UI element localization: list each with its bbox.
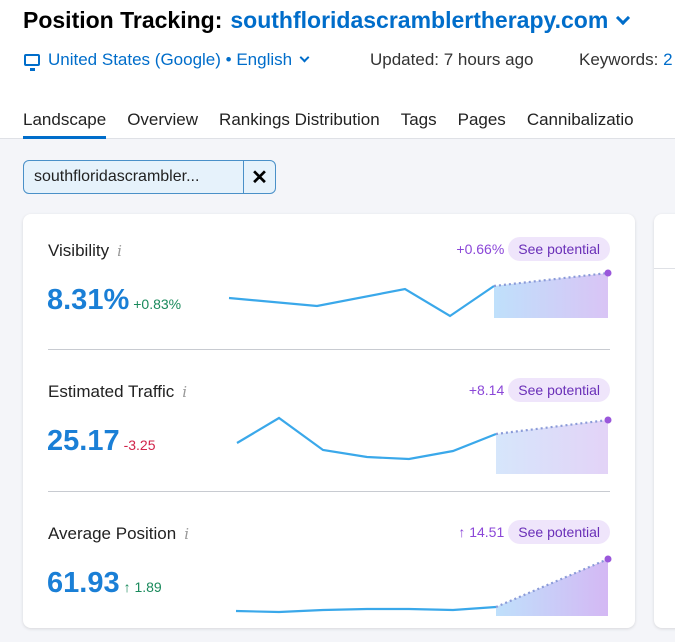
- potential-area: [496, 559, 608, 616]
- domain-selector[interactable]: southfloridascramblertherapy.com: [230, 7, 609, 33]
- title-label: Position Tracking:: [23, 7, 223, 33]
- position-sparkline: [235, 555, 612, 616]
- keywords-value[interactable]: 2: [663, 50, 673, 69]
- metric-delta: ↑ 1.89: [123, 579, 162, 595]
- page-title: Position Tracking: southfloridascramblert…: [23, 7, 631, 34]
- trend-line: [235, 605, 497, 614]
- traffic-sparkline: [236, 416, 612, 474]
- meta-row: United States (Google) • English Updated…: [24, 50, 673, 71]
- tab-bar: Landscape Overview Rankings Distribution Ta…: [23, 110, 655, 139]
- traffic-metric: Estimated Traffic i 25.17 -3.25 +8.14 See p…: [23, 355, 635, 495]
- metric-value-text: 8.31%: [47, 284, 130, 316]
- keywords-label: Keywords:: [579, 50, 659, 69]
- visibility-sparkline: [228, 269, 612, 318]
- potential-box: +8.14 See potential: [469, 378, 610, 402]
- metric-delta: +0.83%: [133, 296, 182, 312]
- location-selector[interactable]: United States (Google) • English: [24, 50, 310, 71]
- metric-value-text: 25.17: [47, 425, 120, 457]
- filter-chip[interactable]: southfloridascrambler... ✕: [23, 160, 276, 194]
- see-potential-button[interactable]: See potential: [508, 237, 610, 261]
- potential-point: [604, 269, 612, 277]
- tab-pages[interactable]: Pages: [457, 110, 506, 129]
- metric-label: Visibility i: [48, 241, 122, 261]
- info-icon[interactable]: i: [184, 525, 190, 543]
- keywords-count: Keywords: 2: [579, 50, 673, 70]
- metrics-card: Visibility i 8.31% +0.83% +0.66% See potent…: [23, 214, 635, 628]
- tab-cannibalization[interactable]: Cannibalizatio: [526, 110, 634, 129]
- potential-delta: +8.14: [468, 382, 505, 398]
- monitor-icon: [24, 54, 40, 71]
- metric-delta: -3.25: [123, 437, 156, 453]
- divider: [48, 349, 610, 350]
- metric-value: 61.93 ↑ 1.89: [47, 567, 162, 600]
- info-icon[interactable]: i: [117, 242, 122, 260]
- updated-status: Updated: 7 hours ago: [370, 50, 534, 69]
- metric-value: 8.31% +0.83%: [47, 284, 181, 317]
- metric-value-text: 61.93: [47, 567, 120, 599]
- potential-box: ↑ 14.51 See potential: [458, 520, 610, 544]
- tab-landscape[interactable]: Landscape: [23, 110, 107, 139]
- potential-area: [496, 420, 608, 474]
- metric-value: 25.17 -3.25: [47, 425, 156, 458]
- chevron-down-icon: [299, 52, 310, 63]
- close-icon[interactable]: ✕: [251, 166, 268, 189]
- metric-label: Estimated Traffic i: [48, 382, 187, 402]
- metric-label-text: Average Position: [48, 524, 177, 543]
- see-potential-button[interactable]: See potential: [508, 378, 610, 402]
- position-metric: Average Position i 61.93 ↑ 1.89 ↑ 14.51 See…: [23, 497, 635, 637]
- potential-line: [495, 418, 609, 436]
- potential-point: [604, 555, 612, 563]
- tab-rankings-distribution[interactable]: Rankings Distribution: [219, 110, 380, 129]
- secondary-card: [654, 214, 675, 628]
- potential-delta: +0.66%: [456, 241, 505, 257]
- potential-point: [604, 416, 612, 424]
- see-potential-button[interactable]: See potential: [508, 520, 610, 544]
- tab-tags[interactable]: Tags: [400, 110, 437, 129]
- trend-line: [236, 416, 497, 461]
- metric-label-text: Visibility: [48, 241, 110, 260]
- divider: [48, 491, 610, 492]
- trend-line: [228, 285, 495, 318]
- potential-delta: ↑ 14.51: [458, 524, 505, 540]
- chevron-down-icon[interactable]: [616, 10, 631, 26]
- potential-line: [493, 271, 609, 288]
- filter-chip-label[interactable]: southfloridascrambler...: [24, 161, 245, 193]
- metric-label-text: Estimated Traffic: [48, 382, 175, 401]
- metric-label: Average Position i: [48, 524, 189, 544]
- potential-box: +0.66% See potential: [456, 237, 610, 261]
- tab-overview[interactable]: Overview: [127, 110, 199, 129]
- header: Position Tracking: southfloridascramblert…: [0, 0, 675, 139]
- location-label: United States (Google) • English: [48, 50, 293, 69]
- potential-area: [494, 273, 608, 318]
- divider: [654, 268, 675, 269]
- potential-line: [495, 557, 609, 609]
- info-icon[interactable]: i: [182, 383, 188, 401]
- visibility-metric: Visibility i 8.31% +0.83% +0.66% See potent…: [23, 214, 635, 354]
